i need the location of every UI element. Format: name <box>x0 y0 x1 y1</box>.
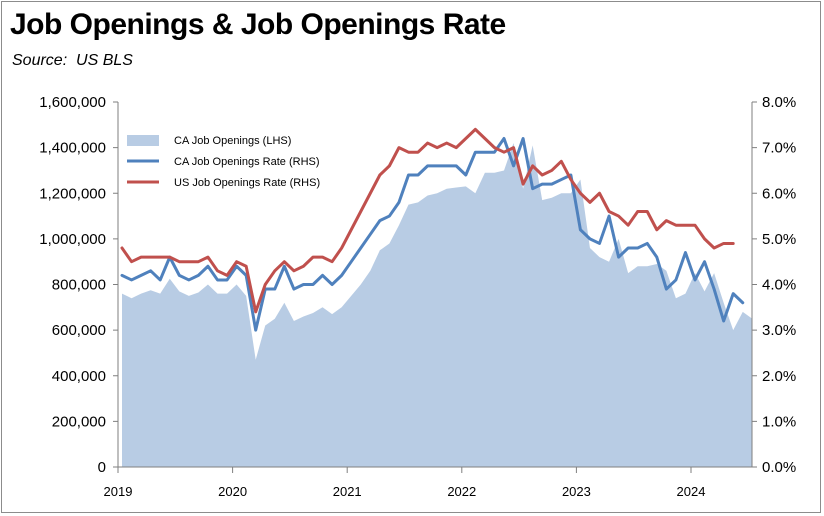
y-left-tick-label: 1,000,000 <box>39 231 106 248</box>
legend-swatch-ca-job-openings <box>127 135 159 146</box>
series-area-ca-job-openings <box>122 143 753 467</box>
chart-subtitle: Source: US BLS <box>12 52 133 69</box>
y-left-tick-label: 1,200,000 <box>39 185 106 202</box>
chart-legend: CA Job Openings (LHS) CA Job Openings Rat… <box>127 135 320 189</box>
y-left-tick-label: 1,600,000 <box>39 94 106 111</box>
x-tick-label: 2019 <box>104 484 133 499</box>
y-right-tick-label: 5.0% <box>762 231 796 248</box>
y-right-tick-label: 6.0% <box>762 185 796 202</box>
y-right-tick-label: 2.0% <box>762 368 796 385</box>
y-right-tick-label: 0.0% <box>762 459 796 476</box>
series-line-us-job-openings-rate <box>120 127 735 314</box>
x-tick-label: 2024 <box>677 484 706 499</box>
series-line-ca-job-openings-rate <box>120 137 745 332</box>
y-right-tick-label: 7.0% <box>762 140 796 157</box>
y-left-tick-label: 800,000 <box>52 277 106 294</box>
y-left-tick-label: 0 <box>98 459 106 476</box>
x-tick-label: 2021 <box>333 484 362 499</box>
x-tick-label: 2020 <box>218 484 247 499</box>
y-right-tick-label: 8.0% <box>762 94 796 111</box>
x-tick-label: 2023 <box>562 484 591 499</box>
legend-label: CA Job Openings (LHS) <box>174 135 291 147</box>
x-tick-label: 2022 <box>447 484 476 499</box>
chart-title: Job Openings & Job Openings Rate <box>10 8 506 41</box>
y-left-tick-label: 600,000 <box>52 322 106 339</box>
legend-label: CA Job Openings Rate (RHS) <box>174 156 320 168</box>
y-left-tick-label: 400,000 <box>52 368 106 385</box>
y-left-tick-label: 200,000 <box>52 413 106 430</box>
y-right-tick-label: 1.0% <box>762 413 796 430</box>
legend-label: US Job Openings Rate (RHS) <box>174 177 320 189</box>
y-right-tick-label: 4.0% <box>762 277 796 294</box>
y-left-tick-label: 1,400,000 <box>39 140 106 157</box>
y-right-tick-label: 3.0% <box>762 322 796 339</box>
